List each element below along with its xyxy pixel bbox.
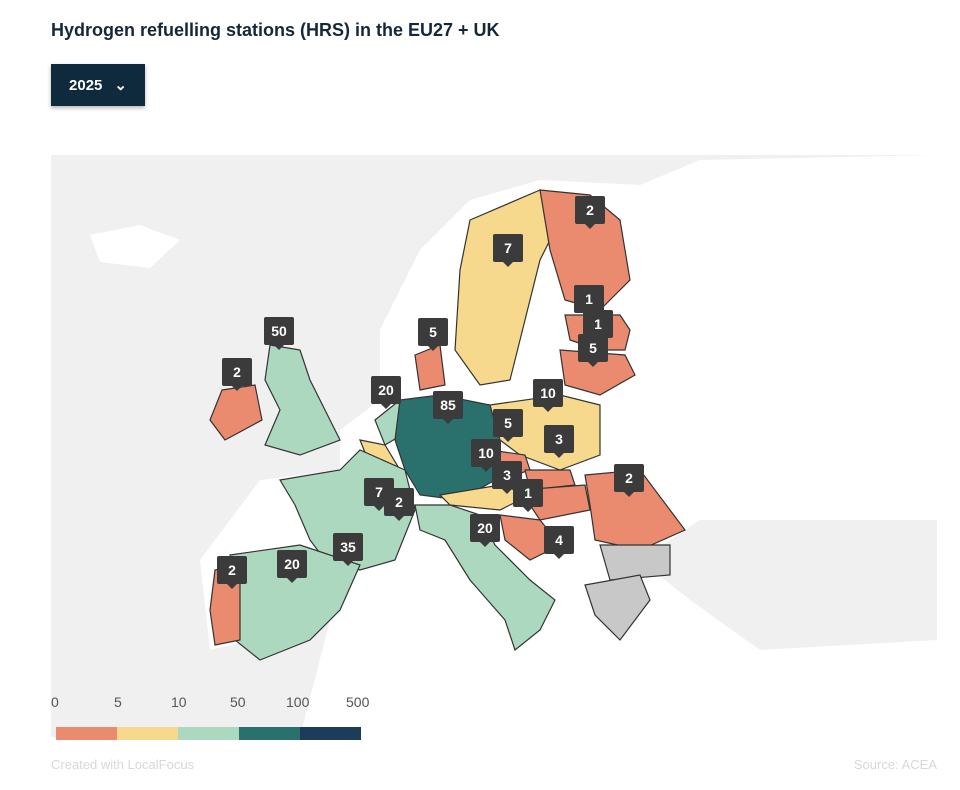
marker-poland-2[interactable]: 3 bbox=[544, 425, 574, 458]
year-dropdown[interactable]: 2025 ⌄ bbox=[51, 64, 145, 106]
legend-label: 100 bbox=[286, 694, 310, 710]
marker-ireland[interactable]: 2 bbox=[222, 358, 252, 391]
marker-sweden[interactable]: 7 bbox=[493, 234, 523, 267]
marker-portugal[interactable]: 2 bbox=[217, 556, 247, 589]
marker-finland[interactable]: 2 bbox=[575, 196, 605, 229]
uk bbox=[264, 344, 341, 456]
source-text: Source: ACEA bbox=[853, 757, 937, 772]
marker-estonia[interactable]: 1 bbox=[574, 285, 604, 318]
marker-italy[interactable]: 20 bbox=[470, 514, 500, 547]
greece bbox=[584, 574, 651, 641]
marker-uk[interactable]: 50 bbox=[264, 317, 294, 350]
ireland bbox=[209, 384, 263, 441]
legend-label: 0 bbox=[51, 694, 59, 710]
marker-czechia[interactable]: 5 bbox=[493, 409, 523, 442]
bulgaria bbox=[599, 544, 671, 581]
chevron-down-icon: ⌄ bbox=[114, 77, 127, 94]
legend-label: 5 bbox=[114, 694, 122, 710]
legend-swatch-5-10 bbox=[117, 727, 178, 740]
iceland bbox=[90, 225, 180, 268]
legend-swatch-10-50 bbox=[178, 727, 239, 740]
marker-switzerland[interactable]: 2 bbox=[384, 488, 414, 521]
marker-poland[interactable]: 10 bbox=[533, 379, 563, 412]
marker-latvia[interactable]: 1 bbox=[583, 310, 613, 343]
legend-label: 50 bbox=[230, 694, 246, 710]
legend-swatch-50-100 bbox=[239, 727, 300, 740]
marker-lithuania[interactable]: 5 bbox=[578, 334, 608, 367]
marker-france[interactable]: 35 bbox=[333, 533, 363, 566]
marker-denmark[interactable]: 5 bbox=[418, 318, 448, 351]
marker-hungary[interactable]: 1 bbox=[513, 479, 543, 512]
marker-germany[interactable]: 85 bbox=[433, 391, 463, 424]
marker-netherlands[interactable]: 20 bbox=[371, 376, 401, 409]
marker-croatia[interactable]: 4 bbox=[544, 526, 574, 559]
legend-swatch-100-500 bbox=[300, 727, 361, 740]
marker-romania[interactable]: 2 bbox=[614, 464, 644, 497]
credit-link[interactable]: Created with LocalFocus bbox=[51, 757, 195, 772]
legend-label: 10 bbox=[171, 694, 187, 710]
legend-swatch-0-5 bbox=[56, 727, 117, 740]
year-value: 2025 bbox=[69, 76, 103, 94]
legend-label: 500 bbox=[346, 694, 370, 710]
page-title: Hydrogen refuelling stations (HRS) in th… bbox=[51, 20, 500, 40]
marker-spain[interactable]: 20 bbox=[277, 550, 307, 583]
